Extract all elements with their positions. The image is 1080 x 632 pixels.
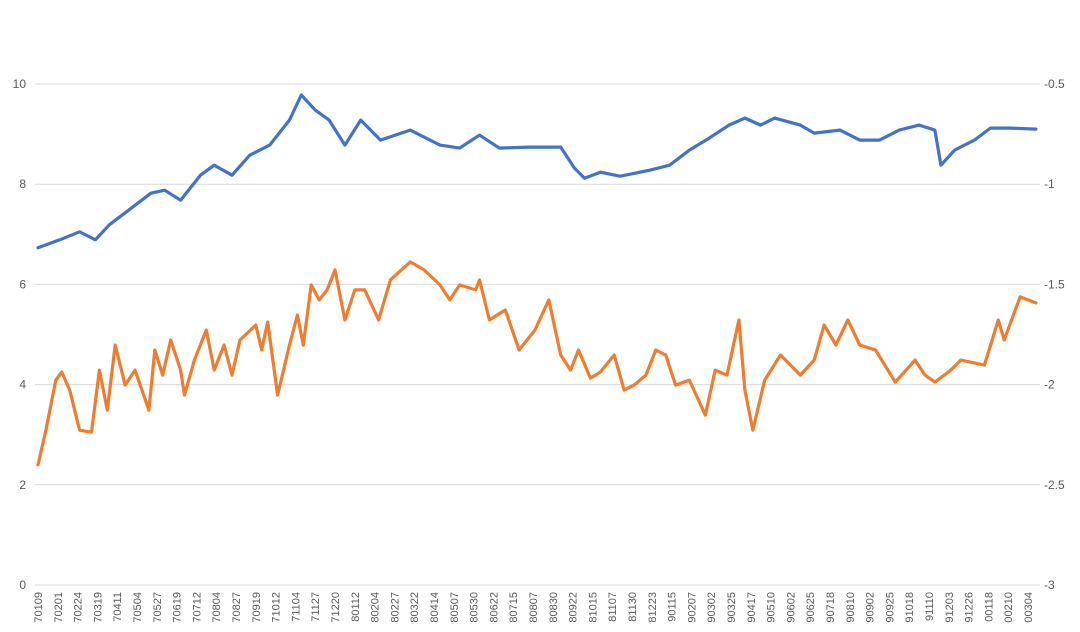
gridlines	[35, 83, 1040, 586]
y2-tick-label: -0.5	[1044, 77, 1065, 91]
series-line-2	[36, 260, 1038, 467]
x-tick-label: 00118	[983, 592, 995, 622]
x-axis: 70109 70201 70224 70319 70411 70504 70527 70619…	[33, 592, 1035, 623]
x-tick-label: 70109	[33, 592, 45, 623]
x-tick-label: 90302	[706, 592, 718, 623]
x-tick-label: 90417	[746, 592, 758, 623]
x-tick-label: 70712	[191, 592, 203, 623]
x-tick-label: 90325	[726, 592, 738, 623]
x-tick-label: 80112	[350, 592, 362, 622]
x-tick-label: 80530	[469, 592, 481, 623]
x-tick-label: 00304	[1023, 592, 1035, 623]
x-tick-label: 91226	[964, 592, 976, 623]
x-tick-label: 71127	[310, 592, 322, 622]
y2-tick-label: -1	[1044, 177, 1055, 191]
x-tick-label: 80715	[508, 592, 520, 623]
x-tick-label: 70411	[112, 592, 124, 622]
x-tick-label: 70319	[92, 592, 104, 623]
series-line-1	[36, 93, 1038, 250]
x-tick-label: 81130	[627, 592, 639, 622]
y-tick-label: 10	[13, 77, 27, 91]
x-tick-label: 71220	[330, 592, 342, 623]
x-tick-label: 80204	[370, 592, 382, 623]
x-tick-label: 81015	[587, 592, 599, 623]
x-tick-label: 91018	[904, 592, 916, 623]
x-tick-label: 91110	[924, 592, 936, 621]
x-tick-label: 90115	[667, 592, 679, 622]
y2-tick-label: -3	[1044, 578, 1055, 592]
x-tick-label: 80922	[568, 592, 580, 623]
x-tick-label: 70619	[172, 592, 184, 623]
x-tick-label: 70827	[231, 592, 243, 623]
x-tick-label: 00210	[1003, 592, 1015, 623]
y-tick-label: 6	[19, 277, 26, 291]
x-tick-label: 80322	[409, 592, 421, 623]
x-tick-label: 90510	[766, 592, 778, 623]
x-tick-label: 70201	[53, 592, 65, 623]
x-tick-label: 90925	[884, 592, 896, 623]
y-tick-label: 8	[19, 177, 26, 191]
x-tick-label: 70504	[132, 592, 144, 623]
y-tick-label: 0	[19, 578, 26, 592]
y2-tick-label: -2	[1044, 378, 1055, 392]
x-tick-label: 70527	[152, 592, 164, 623]
x-tick-label: 90602	[785, 592, 797, 623]
x-tick-label: 90625	[805, 592, 817, 623]
y2-tick-label: -1.5	[1044, 277, 1065, 291]
x-tick-label: 70919	[251, 592, 263, 623]
x-tick-label: 80507	[449, 592, 461, 623]
x-tick-label: 90902	[865, 592, 877, 623]
x-tick-label: 90207	[686, 592, 698, 623]
x-tick-label: 80807	[528, 592, 540, 623]
x-tick-label: 90810	[845, 592, 857, 623]
x-tick-label: 80414	[429, 592, 441, 623]
y-tick-label: 4	[19, 378, 26, 392]
x-tick-label: 90718	[825, 592, 837, 623]
y2-tick-label: -2.5	[1044, 478, 1065, 492]
x-tick-label: 80830	[548, 592, 560, 623]
x-tick-label: 81223	[647, 592, 659, 623]
y-tick-label: 2	[19, 478, 26, 492]
x-tick-label: 70804	[211, 592, 223, 623]
x-tick-label: 80227	[389, 592, 401, 623]
left-y-axis: 0 2 4 6 8 10	[13, 77, 27, 592]
right-y-axis: -3 -2.5 -2 -1.5 -1 -0.5	[1044, 77, 1065, 592]
x-tick-label: 71012	[271, 592, 283, 623]
x-tick-label: 81107	[607, 592, 619, 622]
x-tick-label: 71104	[290, 592, 302, 622]
x-tick-label: 70224	[73, 592, 85, 623]
x-tick-label: 80622	[488, 592, 500, 623]
x-tick-label: 91203	[944, 592, 956, 623]
series-lines	[36, 93, 1038, 467]
